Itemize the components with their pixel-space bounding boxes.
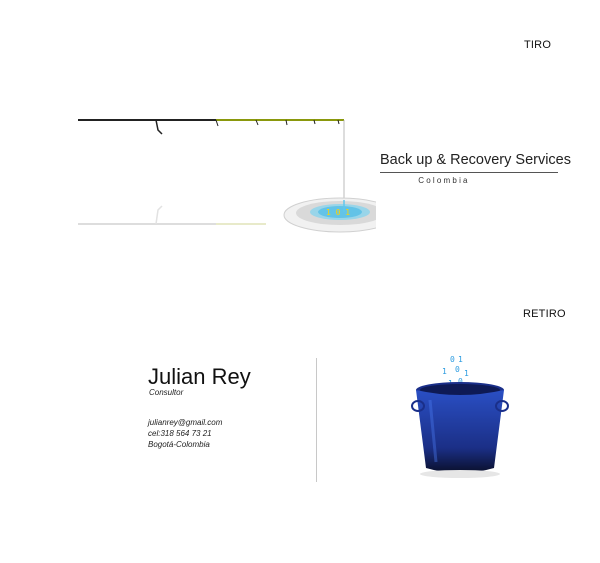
brand-divider [380, 172, 558, 173]
svg-text:0: 0 [455, 365, 460, 374]
svg-text:0: 0 [450, 355, 455, 364]
contact-city: Bogotá-Colombia [148, 440, 210, 449]
contact-role: Consultor [149, 388, 184, 397]
front-side-label: TIRO [524, 39, 552, 51]
svg-text:1: 1 [458, 355, 463, 364]
contact-email: julianrey@gmail.com [148, 418, 223, 427]
brand-title: Back up & Recovery Services [380, 152, 571, 168]
svg-text:1: 1 [464, 369, 469, 378]
brand-subtitle: Colombia [418, 176, 470, 185]
svg-text:0: 0 [458, 377, 463, 386]
blue-bucket-with-binary-icon: 01 101 10 101 [411, 355, 509, 478]
card-divider [316, 358, 317, 482]
svg-text:1 0 1: 1 0 1 [326, 208, 350, 217]
fishing-rod-over-data-disc-icon: 1 0 1 [78, 119, 376, 233]
back-side-label: RETIRO [523, 308, 566, 320]
contact-phone: cel:318 564 73 21 [148, 429, 212, 438]
svg-text:1: 1 [442, 367, 447, 376]
contact-name: Julian Rey [148, 364, 251, 389]
